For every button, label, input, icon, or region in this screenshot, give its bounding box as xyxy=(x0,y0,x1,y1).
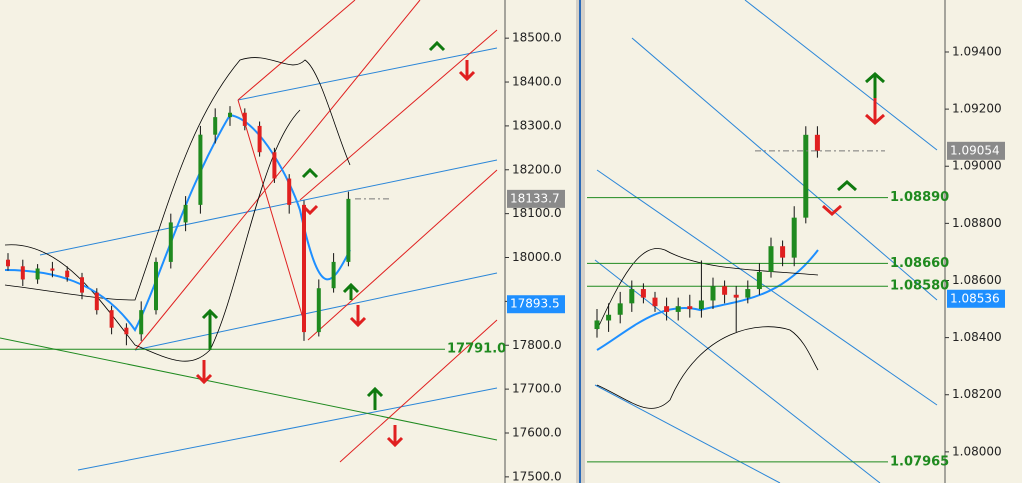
y-tick-label: 1.09400 xyxy=(952,44,1002,58)
candle-body xyxy=(629,289,635,304)
candle-body xyxy=(687,306,693,310)
candle-body xyxy=(331,261,336,289)
candle-body xyxy=(257,125,262,153)
candle-body xyxy=(664,306,670,312)
y-tick-label: 1.08800 xyxy=(952,216,1002,230)
candle-body xyxy=(50,268,55,271)
price-label: 17893.5 xyxy=(510,297,560,311)
candle-body xyxy=(168,222,173,262)
candle-body xyxy=(652,297,658,307)
candle-body xyxy=(675,306,681,312)
candle-body xyxy=(594,320,600,330)
level-label: 1.08580 xyxy=(890,279,949,294)
level-label: 1.08660 xyxy=(890,256,949,271)
candle-body xyxy=(109,310,114,328)
candle-body xyxy=(213,117,218,135)
candle-body xyxy=(287,178,292,205)
price-label: 1.09054 xyxy=(950,143,1000,157)
y-tick-label: 17700.0 xyxy=(512,382,562,396)
candle-body xyxy=(756,271,762,290)
price-label: 1.08536 xyxy=(950,291,1000,305)
candle-body xyxy=(302,204,306,333)
y-tick-label: 1.09200 xyxy=(952,102,1002,116)
candle-body xyxy=(139,310,144,335)
candle-body xyxy=(791,217,797,258)
candle-body xyxy=(698,300,704,310)
candle-body xyxy=(20,266,25,280)
y-tick-label: 1.09000 xyxy=(952,159,1002,173)
y-tick-label: 18400.0 xyxy=(512,75,562,89)
candle-body xyxy=(710,286,716,301)
y-tick-label: 18200.0 xyxy=(512,162,562,176)
price-label-box xyxy=(507,189,565,208)
candle-body xyxy=(722,286,728,295)
candle-body xyxy=(346,198,351,262)
candle-body xyxy=(640,289,646,298)
candle-body xyxy=(814,134,820,151)
level-label: 1.08890 xyxy=(890,190,949,205)
candle-body xyxy=(6,259,10,267)
candle-body xyxy=(242,112,247,126)
candle-body xyxy=(617,303,623,315)
candle-body xyxy=(768,246,774,272)
price-label-box xyxy=(947,289,1005,308)
candle-body xyxy=(316,288,321,333)
y-tick-label: 18000.0 xyxy=(512,250,562,264)
candle-body xyxy=(606,314,612,321)
candle-body xyxy=(272,152,277,179)
level-label: 17791.0 xyxy=(447,342,506,357)
candle-body xyxy=(183,204,188,223)
candle-body xyxy=(154,261,158,311)
price-label-box xyxy=(947,141,1005,160)
candle-body xyxy=(94,292,99,311)
candle-body xyxy=(745,289,751,298)
candle-body xyxy=(780,246,786,258)
y-tick-label: 18500.0 xyxy=(512,31,562,45)
level-label: 1.07965 xyxy=(890,454,949,469)
y-tick-label: 1.08400 xyxy=(952,330,1002,344)
candle-body xyxy=(65,270,70,278)
price-label-box xyxy=(507,295,565,314)
candle-body xyxy=(35,268,40,280)
y-tick-label: 17600.0 xyxy=(512,425,562,439)
signal-arrows xyxy=(195,40,885,448)
y-tick-label: 18300.0 xyxy=(512,118,562,132)
candle-body xyxy=(124,327,129,335)
candle-body xyxy=(733,294,739,298)
candle-body xyxy=(198,134,203,205)
y-tick-label: 17500.0 xyxy=(512,469,562,483)
y-tick-label: 17800.0 xyxy=(512,338,562,352)
y-tick-label: 1.08200 xyxy=(952,387,1002,401)
price-label: 18133.7 xyxy=(510,191,560,205)
candle-body xyxy=(803,134,809,218)
y-tick-label: 1.08000 xyxy=(952,444,1002,458)
y-tick-label: 1.08600 xyxy=(952,273,1002,287)
candle-body xyxy=(228,112,232,118)
left-trendlines xyxy=(0,0,498,471)
candle-body xyxy=(80,277,84,293)
y-tick-label: 18100.0 xyxy=(512,206,562,220)
